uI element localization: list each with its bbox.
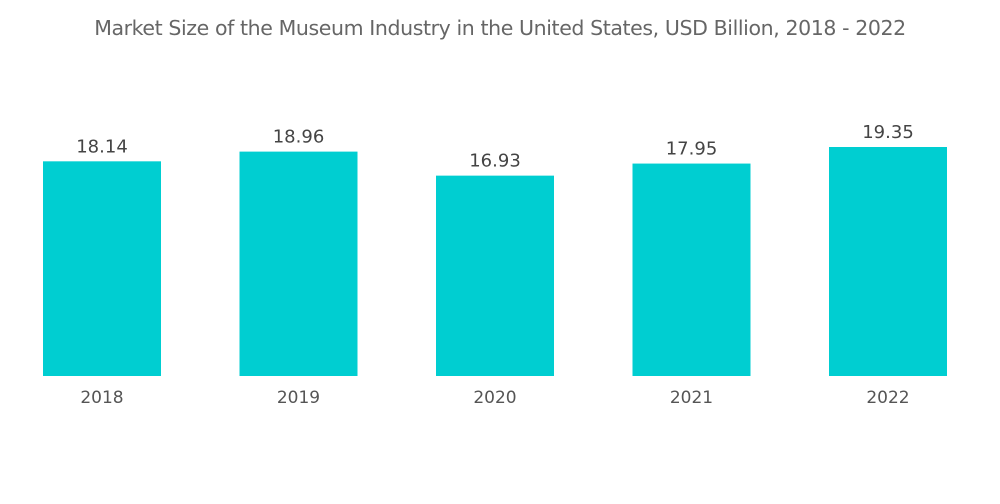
x-tick-label-2022: 2022	[866, 388, 909, 408]
x-tick-label-2018: 2018	[80, 388, 123, 408]
x-tick-label-2019: 2019	[277, 388, 320, 408]
bar-2020	[436, 175, 554, 376]
data-label-2020: 16.93	[469, 151, 521, 172]
data-label-2018: 18.14	[76, 136, 128, 157]
data-label-2019: 18.96	[273, 127, 325, 148]
chart-title: Market Size of the Museum Industry in th…	[94, 16, 906, 40]
bar-2018	[43, 161, 161, 376]
bar-2019	[239, 151, 358, 376]
data-label-2022: 19.35	[862, 122, 914, 143]
x-tick-label-2021: 2021	[670, 388, 713, 408]
bar-2021	[632, 163, 751, 376]
bar-2022	[829, 147, 947, 376]
x-tick-label-2020: 2020	[473, 388, 516, 408]
data-label-2021: 17.95	[666, 139, 718, 160]
